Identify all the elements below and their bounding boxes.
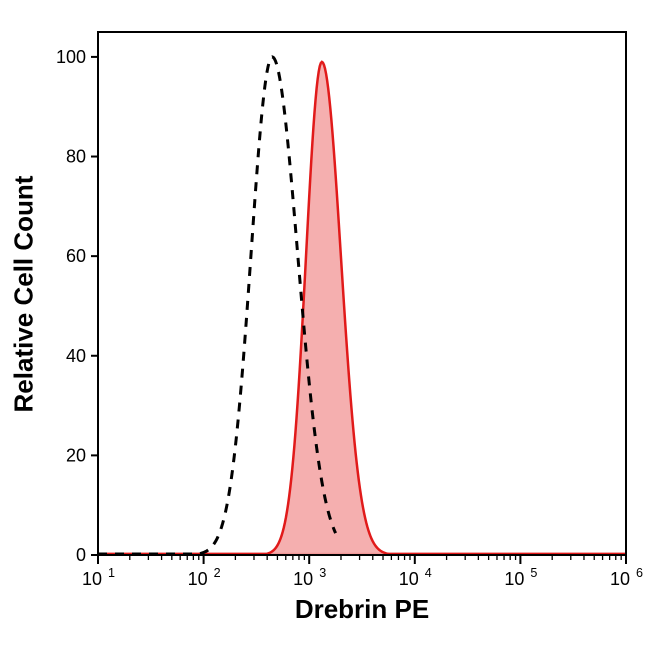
svg-text:10: 10	[610, 569, 630, 589]
svg-text:10: 10	[293, 569, 313, 589]
svg-text:10: 10	[399, 569, 419, 589]
svg-text:5: 5	[530, 566, 537, 580]
histogram-chart: 0 20 40 60 80 100 10 1 10 2 10 3 10 4 10 5 10 6 Relative …	[0, 0, 650, 645]
svg-text:0: 0	[76, 545, 86, 565]
svg-text:6: 6	[636, 566, 643, 580]
svg-text:10: 10	[504, 569, 524, 589]
svg-text:20: 20	[66, 445, 86, 465]
x-axis-label: Drebrin PE	[295, 594, 429, 625]
svg-text:1: 1	[108, 566, 115, 580]
svg-text:2: 2	[214, 566, 221, 580]
svg-text:60: 60	[66, 246, 86, 266]
svg-text:3: 3	[319, 566, 326, 580]
y-axis-label: Relative Cell Count	[9, 175, 40, 412]
svg-text:10: 10	[82, 569, 102, 589]
svg-text:40: 40	[66, 346, 86, 366]
svg-text:4: 4	[425, 566, 432, 580]
svg-text:10: 10	[188, 569, 208, 589]
svg-text:80: 80	[66, 147, 86, 167]
chart-svg: 0 20 40 60 80 100 10 1 10 2 10 3 10 4 10 5 10 6	[0, 0, 650, 645]
svg-text:100: 100	[56, 47, 86, 67]
